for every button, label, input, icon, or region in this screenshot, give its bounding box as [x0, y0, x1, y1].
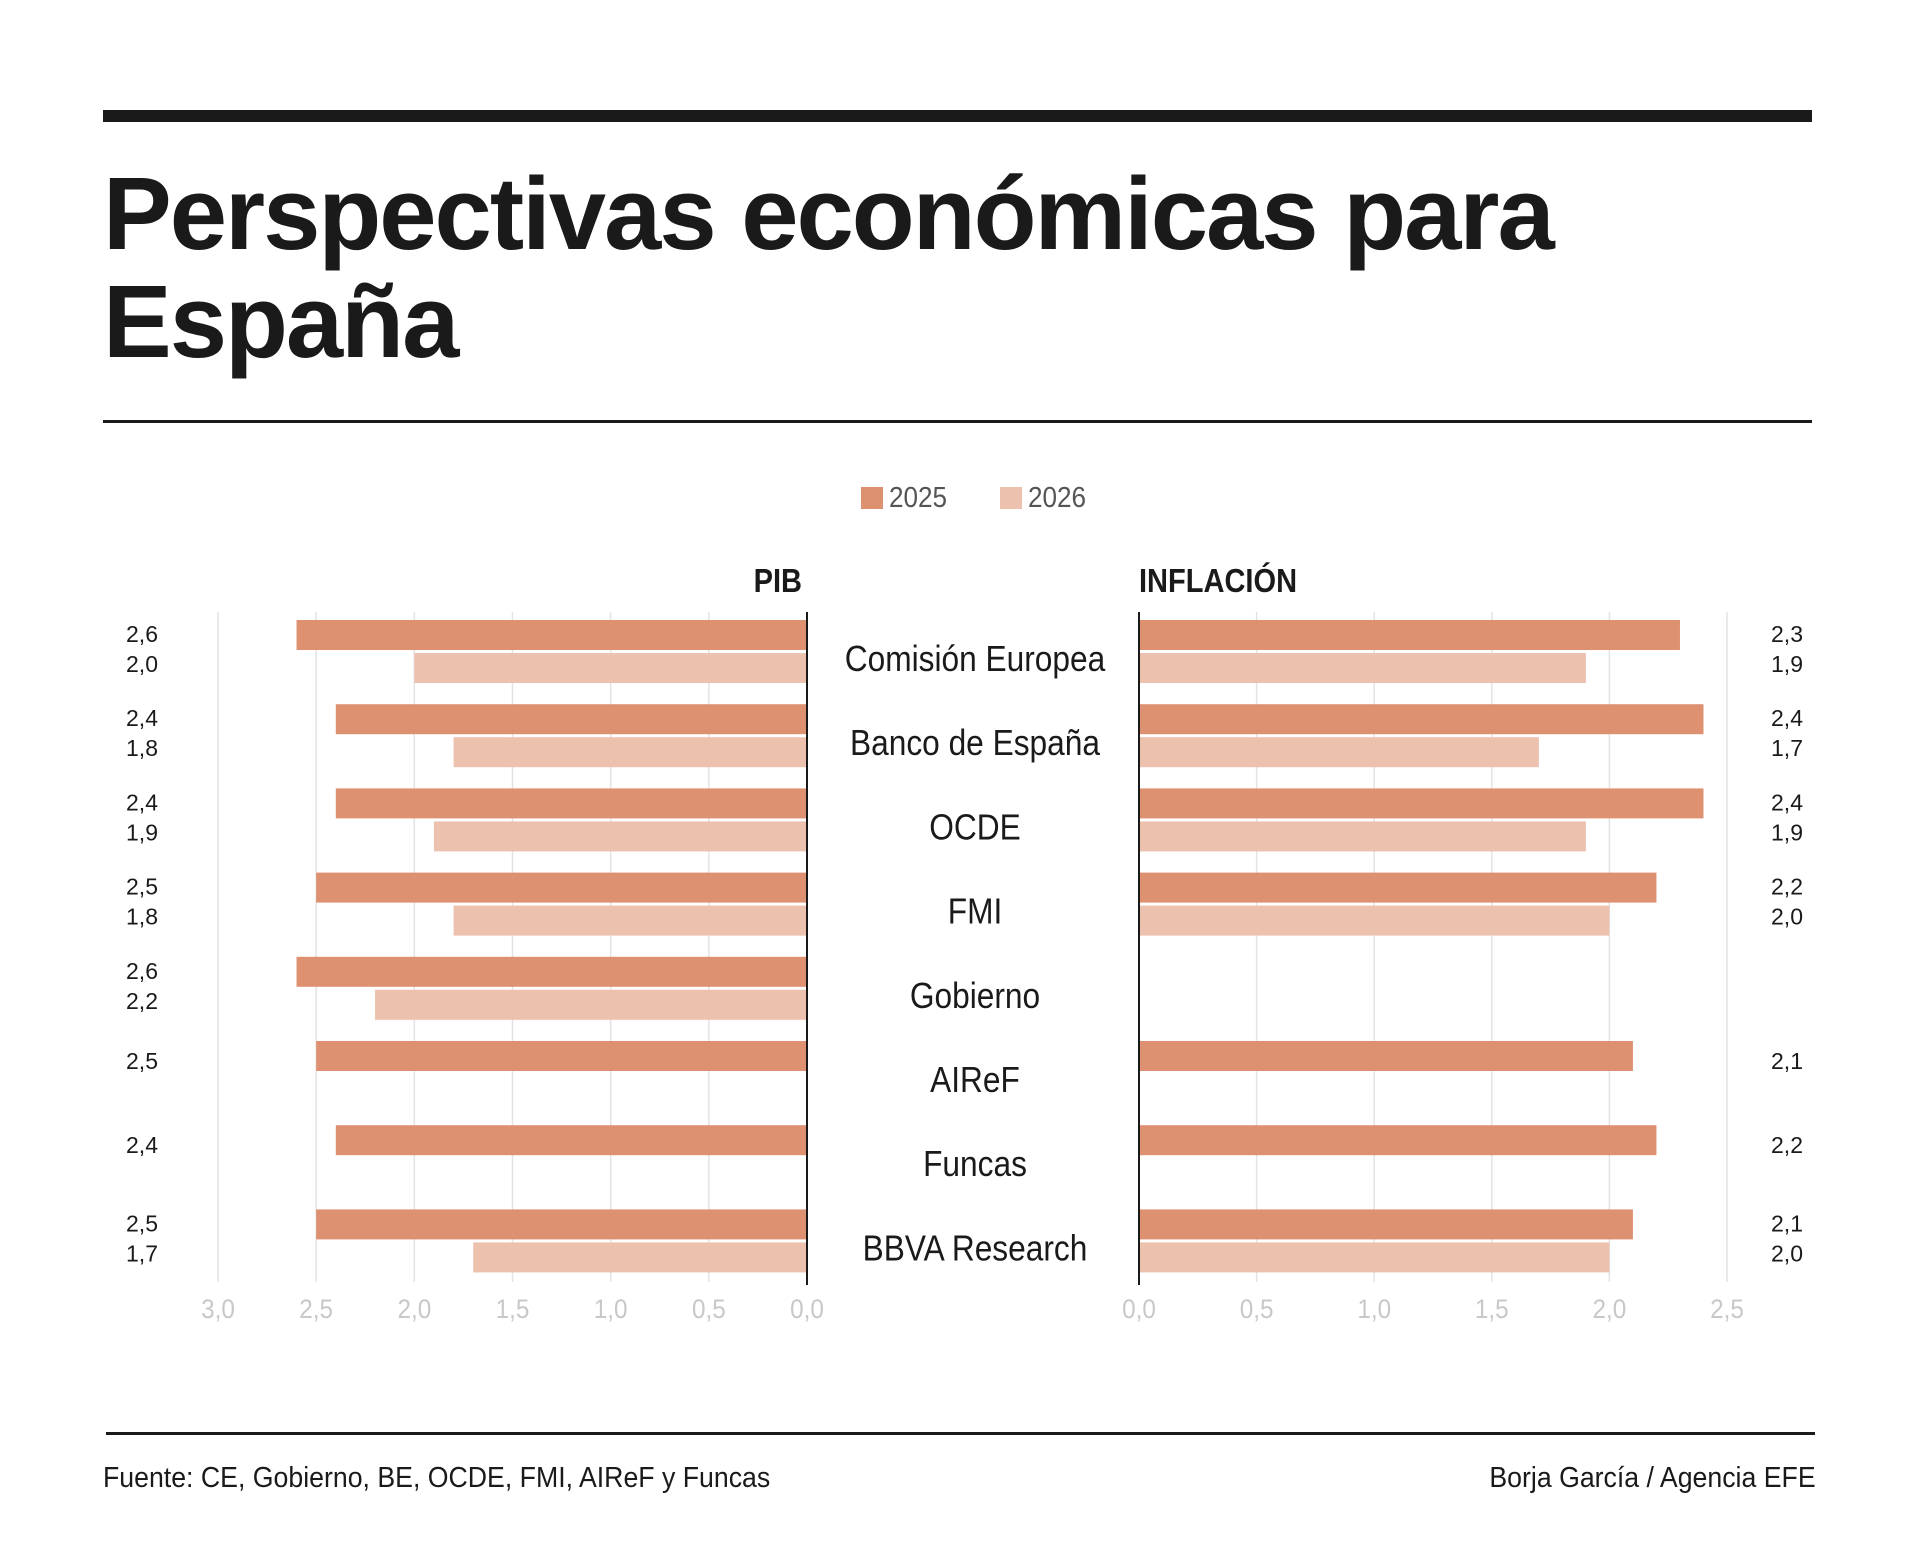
top-rule — [103, 110, 1812, 122]
inflacion-x-tick-label: 1,0 — [1357, 1295, 1391, 1324]
category-label-funcas: Funcas — [923, 1144, 1027, 1184]
legend-label-2026: 2026 — [1028, 481, 1087, 514]
inflacion-value-label-2025-banco-de-espana: 2,4 — [1771, 705, 1803, 731]
inflacion-bar-2025-ocde — [1139, 788, 1704, 819]
category-label-comision-europea: Comisión Europea — [845, 639, 1106, 679]
inflacion-bar-2026-ocde — [1139, 821, 1586, 852]
pib-bar-2026-comision-europea — [414, 653, 807, 683]
inflacion-bar-2025-banco-de-espana — [1139, 704, 1704, 735]
inflacion-bar-2025-bbva-research — [1139, 1209, 1633, 1240]
inflacion-value-label-2025-fmi: 2,2 — [1771, 874, 1803, 900]
pib-value-label-2026-fmi: 1,8 — [126, 904, 158, 930]
inflacion-panel-title: INFLACIÓN — [1139, 561, 1297, 599]
pib-bar-2025-ocde — [335, 788, 807, 819]
source-note: Fuente: CE, Gobierno, BE, OCDE, FMI, AIR… — [103, 1462, 771, 1494]
pib-x-tick-label: 2,5 — [299, 1295, 333, 1324]
pib-value-label-2025-bbva-research: 2,5 — [126, 1210, 158, 1236]
pib-value-label-2025-banco-de-espana: 2,4 — [126, 705, 158, 731]
pib-x-tick-label: 0,5 — [692, 1295, 726, 1324]
pib-value-label-2025-ocde: 2,4 — [126, 789, 158, 815]
pib-bar-2026-fmi — [453, 905, 807, 936]
category-label-fmi: FMI — [948, 892, 1003, 932]
inflacion-bar-2025-comision-europea — [1139, 620, 1680, 650]
legend-item-2026: 2026 — [1000, 478, 1093, 518]
category-label-bbva-research: BBVA Research — [863, 1229, 1088, 1269]
category-label-ocde: OCDE — [929, 808, 1020, 848]
inflacion-value-label-2025-comision-europea: 2,3 — [1771, 621, 1803, 647]
pib-value-label-2025-airef: 2,5 — [126, 1048, 158, 1074]
inflacion-bar-2026-banco-de-espana — [1139, 737, 1539, 768]
inflacion-bar-2026-bbva-research — [1139, 1242, 1610, 1273]
pib-bar-2026-banco-de-espana — [453, 737, 807, 768]
pib-bar-2025-airef — [316, 1041, 807, 1071]
pib-x-tick-label: 1,5 — [496, 1295, 530, 1324]
chart-title: Perspectivas económicas para España — [103, 156, 1555, 379]
pib-bar-2025-comision-europea — [296, 620, 807, 650]
inflacion-value-label-2025-bbva-research: 2,1 — [1771, 1210, 1803, 1236]
pib-x-tick-label: 2,0 — [397, 1295, 431, 1324]
inflacion-value-label-2025-funcas: 2,2 — [1771, 1132, 1803, 1158]
inflacion-value-label-2026-bbva-research: 2,0 — [1771, 1240, 1803, 1266]
title-divider — [103, 420, 1812, 423]
inflacion-x-tick-label: 0,5 — [1240, 1295, 1274, 1324]
inflacion-value-label-2026-banco-de-espana: 1,7 — [1771, 735, 1803, 761]
inflacion-bar-2025-airef — [1139, 1041, 1633, 1071]
inflacion-value-label-2025-airef: 2,1 — [1771, 1048, 1803, 1074]
legend: 2025 2026 — [0, 478, 1920, 518]
pib-x-tick-label: 0,0 — [790, 1295, 824, 1324]
pib-value-label-2026-gobierno: 2,2 — [126, 988, 158, 1014]
credit-note: Borja García / Agencia EFE — [1489, 1462, 1816, 1494]
pib-value-label-2026-comision-europea: 2,0 — [126, 651, 158, 677]
inflacion-bar-2025-funcas — [1139, 1125, 1657, 1156]
pib-bar-2025-fmi — [316, 872, 807, 903]
pib-value-label-2025-gobierno: 2,6 — [126, 958, 158, 984]
inflacion-value-label-2026-fmi: 2,0 — [1771, 904, 1803, 930]
inflacion-value-label-2026-comision-europea: 1,9 — [1771, 651, 1803, 677]
pib-bar-2025-bbva-research — [316, 1209, 807, 1240]
category-label-airef: AIReF — [930, 1060, 1020, 1100]
inflacion-bar-2025-fmi — [1139, 872, 1657, 903]
inflacion-bar-2026-comision-europea — [1139, 653, 1586, 683]
pib-value-label-2026-bbva-research: 1,7 — [126, 1240, 158, 1266]
pib-value-label-2026-banco-de-espana: 1,8 — [126, 735, 158, 761]
category-label-gobierno: Gobierno — [910, 976, 1040, 1016]
category-label-banco-de-espana: Banco de España — [850, 723, 1100, 763]
inflacion-value-label-2025-ocde: 2,4 — [1771, 789, 1803, 815]
inflacion-x-tick-label: 2,5 — [1710, 1295, 1744, 1324]
footer-divider — [106, 1432, 1815, 1435]
pib-panel-title: PIB — [754, 562, 802, 599]
legend-label-2025: 2025 — [889, 481, 948, 514]
inflacion-x-tick-label: 1,5 — [1475, 1295, 1509, 1324]
pib-bar-2025-funcas — [335, 1125, 807, 1156]
pib-bar-2026-gobierno — [375, 989, 807, 1020]
legend-swatch-2026 — [1000, 487, 1022, 509]
pib-x-tick-label: 3,0 — [201, 1295, 235, 1324]
pib-x-tick-label: 1,0 — [594, 1295, 628, 1324]
inflacion-bar-2026-fmi — [1139, 905, 1610, 936]
pib-bar-2025-banco-de-espana — [335, 704, 807, 735]
legend-swatch-2025 — [861, 487, 883, 509]
inflacion-x-tick-label: 2,0 — [1593, 1295, 1627, 1324]
pib-value-label-2025-funcas: 2,4 — [126, 1132, 158, 1158]
pib-bar-2026-ocde — [433, 821, 807, 852]
legend-item-2025: 2025 — [861, 478, 954, 518]
pib-value-label-2025-fmi: 2,5 — [126, 874, 158, 900]
inflacion-value-label-2026-ocde: 1,9 — [1771, 819, 1803, 845]
inflacion-x-tick-label: 0,0 — [1122, 1295, 1156, 1324]
pib-bar-2025-gobierno — [296, 956, 807, 987]
pib-value-label-2026-ocde: 1,9 — [126, 819, 158, 845]
pib-value-label-2025-comision-europea: 2,6 — [126, 621, 158, 647]
pib-bar-2026-bbva-research — [473, 1242, 807, 1273]
